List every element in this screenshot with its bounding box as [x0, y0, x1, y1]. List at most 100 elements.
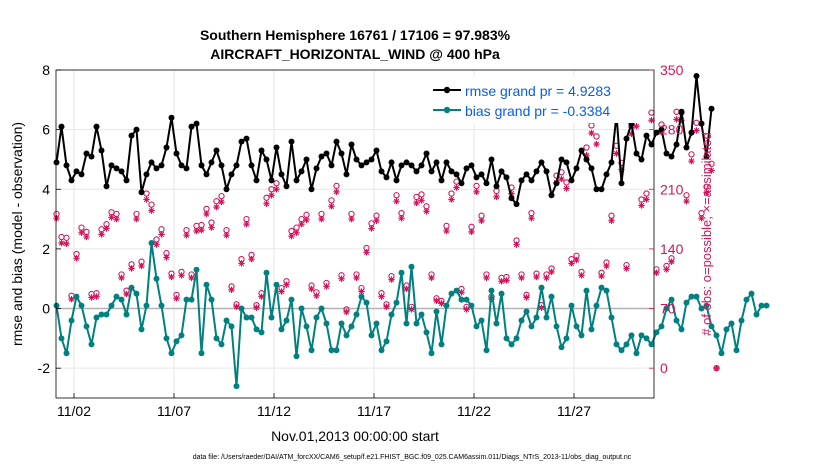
rmse-point — [658, 126, 665, 133]
obs-possible-point — [693, 119, 700, 126]
obs-assimilated-point — [248, 255, 255, 263]
obs-assimilated-point — [273, 186, 280, 193]
bias-point — [103, 311, 110, 318]
obs-assimilated-point — [523, 294, 530, 301]
rmse-point — [368, 156, 375, 163]
rmse-point — [423, 150, 430, 157]
chart-title-line2: AIRCRAFT_HORIZONTAL_WIND @ 400 hPa — [210, 46, 500, 62]
bias-point — [123, 311, 130, 318]
obs-assimilated-point — [528, 215, 535, 222]
bias-point — [278, 326, 285, 333]
obs-assimilated-point — [68, 295, 75, 303]
y-left-tick-label: 2 — [42, 241, 50, 257]
bias-point — [683, 299, 690, 306]
obs-assimilated-point — [693, 127, 700, 134]
bias-point — [578, 332, 585, 339]
rmse-point — [558, 156, 565, 163]
bias-point — [268, 314, 275, 321]
y-axis-left: -2 0 2 4 6 8 — [38, 62, 61, 376]
y-left-tick-label: 6 — [42, 122, 50, 138]
obs-possible-point — [263, 194, 270, 201]
rmse-point — [128, 132, 135, 139]
rmse-point — [498, 168, 505, 175]
rmse-point — [308, 186, 315, 193]
obs-assimilated-point — [428, 274, 435, 282]
obs-assimilated-point — [573, 256, 580, 264]
rmse-point — [493, 183, 500, 190]
obs-assimilated-point — [113, 215, 120, 223]
rmse-point — [533, 168, 540, 175]
bias-point — [618, 347, 625, 354]
rmse-point — [238, 138, 245, 145]
bias-point — [143, 302, 150, 309]
bias-point — [523, 308, 530, 315]
obs-assimilated-point — [293, 229, 300, 236]
y-right-tick-label: 70 — [660, 301, 676, 317]
bias-point — [543, 314, 550, 321]
bias-point — [573, 323, 580, 330]
obs-assimilated-point — [83, 233, 90, 241]
bias-point — [378, 347, 385, 354]
obs-assimilated-point — [323, 283, 330, 290]
rmse-point — [573, 165, 580, 172]
rmse-point — [448, 168, 455, 175]
obs-assimilated-point — [383, 303, 390, 311]
bias-point — [373, 320, 380, 327]
obs-assimilated-point — [103, 225, 110, 232]
rmse-point — [333, 138, 340, 145]
rmse-point — [118, 168, 125, 175]
obs-assimilated-point — [63, 240, 70, 247]
obs-assimilated-point — [663, 266, 670, 273]
obs-assimilated-point — [243, 221, 250, 228]
rmse-point — [298, 168, 305, 175]
rmse-point — [428, 168, 435, 175]
bias-point — [443, 302, 450, 309]
obs-assimilated-point — [193, 227, 200, 235]
rmse-point — [483, 180, 490, 187]
rmse-point — [603, 171, 610, 178]
obs-assimilated-point — [268, 192, 275, 199]
bias-point — [283, 317, 290, 324]
rmse-point — [58, 123, 65, 130]
bias-point — [98, 311, 105, 318]
bias-point — [403, 320, 410, 327]
bias-point — [418, 311, 425, 318]
obs-assimilated-point — [493, 193, 500, 201]
obs-assimilated-point — [318, 215, 325, 223]
obs-assimilated-point — [53, 215, 60, 222]
obs-assimilated-point — [688, 157, 695, 165]
bias-point — [628, 332, 635, 339]
obs-assimilated-point — [198, 226, 205, 234]
obs-assimilated-point — [228, 286, 235, 294]
bias-point — [118, 296, 125, 303]
bias-point — [603, 287, 610, 294]
obs-assimilated-point — [578, 272, 585, 279]
bias-point — [273, 281, 280, 288]
bias-point — [398, 269, 405, 276]
obs-assimilated-point — [178, 272, 185, 279]
legend-rmse-marker — [443, 86, 451, 94]
rmse-point — [458, 180, 465, 187]
bias-point — [168, 350, 175, 357]
obs-assimilated-point — [483, 274, 490, 282]
bias-point — [148, 239, 155, 246]
obs-assimilated-point — [498, 278, 505, 285]
obs-assimilated-point — [683, 198, 690, 205]
obs-assimilated-point — [108, 214, 115, 221]
rmse-point — [633, 150, 640, 157]
obs-assimilated-point — [513, 241, 520, 248]
rmse-point — [568, 177, 575, 184]
rmse-point — [173, 150, 180, 157]
obs-possible-point — [688, 151, 695, 158]
bias-point — [388, 311, 395, 318]
obs-assimilated-point — [343, 308, 350, 316]
rmse-point — [348, 141, 355, 148]
obs-assimilated-point — [123, 290, 130, 298]
obs-assimilated-point — [568, 260, 575, 267]
x-tick-label: 11/12 — [257, 403, 291, 419]
rmse-point — [108, 162, 115, 169]
bias-point — [343, 332, 350, 339]
bias-point — [568, 302, 575, 309]
rmse-point — [283, 183, 290, 190]
bias-point — [323, 320, 330, 327]
